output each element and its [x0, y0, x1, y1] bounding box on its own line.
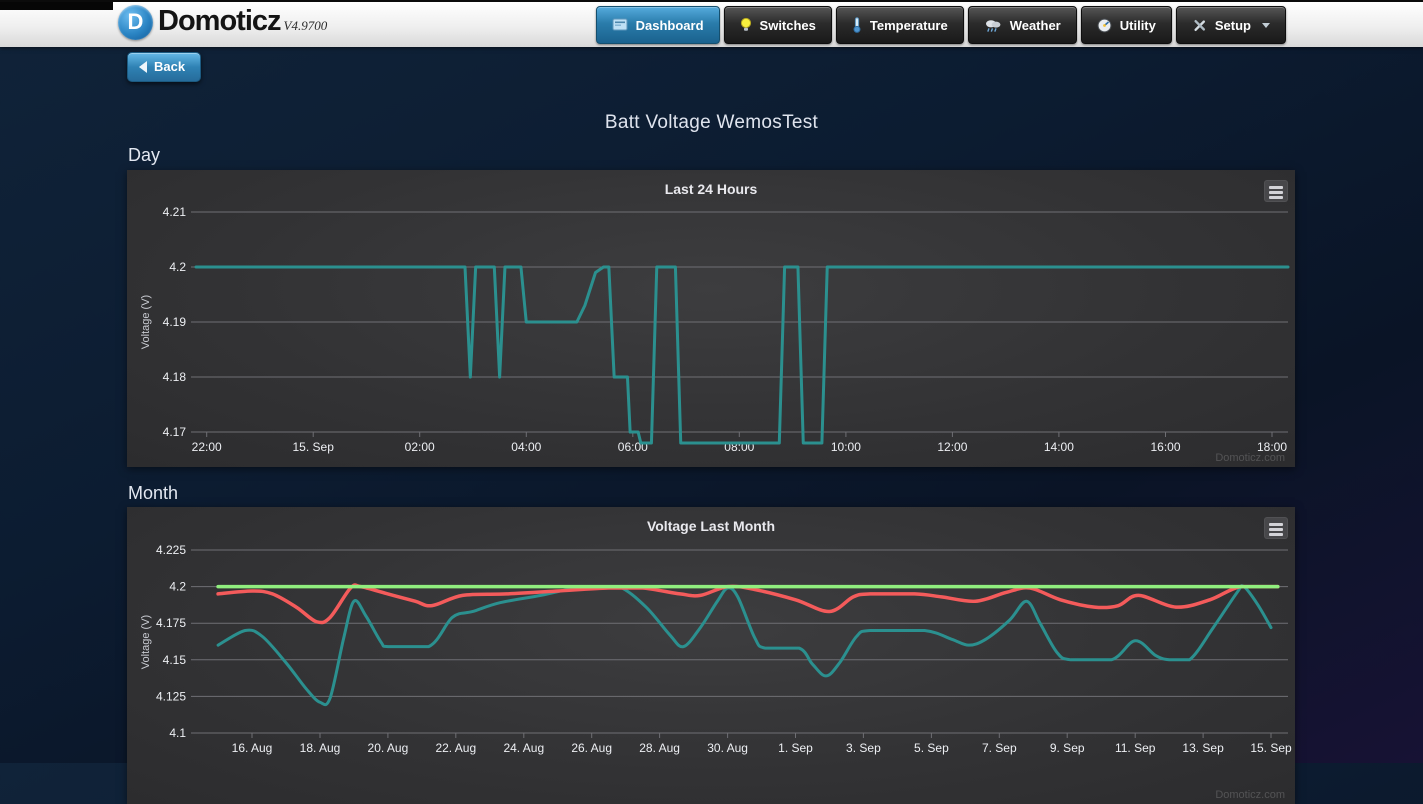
svg-text:10:00: 10:00 — [831, 440, 861, 454]
back-button-label: Back — [154, 59, 185, 74]
dashboard-icon — [612, 18, 628, 32]
section-label-day: Day — [128, 145, 160, 166]
svg-text:11. Sep: 11. Sep — [1115, 741, 1156, 755]
svg-text:1. Sep: 1. Sep — [778, 741, 813, 755]
brand-name: Domoticz — [158, 7, 281, 40]
thermometer-icon — [852, 17, 862, 33]
back-arrow-icon — [139, 61, 147, 73]
svg-text:15. Sep: 15. Sep — [293, 440, 335, 454]
svg-text:18. Aug: 18. Aug — [300, 741, 341, 755]
svg-text:02:00: 02:00 — [405, 440, 435, 454]
svg-text:4.15: 4.15 — [163, 653, 187, 667]
day-chart-panel: Last 24 Hours 4.214.24.194.184.1722:0015… — [127, 170, 1295, 467]
top-navigation-bar: D Domoticz V4.9700 Dashboard Switches Temp… — [0, 0, 1423, 47]
nav-tabs: Dashboard Switches Temperature Weather Utili… — [596, 6, 1286, 44]
svg-text:12:00: 12:00 — [937, 440, 967, 454]
day-chart: 4.21 4.2 4.19 4.18 4.17 22:00 15. Sep 02:00 04:0… — [127, 170, 1295, 467]
topbar-corner-notch — [0, 2, 113, 10]
brand: D Domoticz V4.9700 — [118, 5, 327, 40]
tools-icon — [1192, 18, 1207, 33]
lightbulb-icon — [740, 17, 752, 33]
rain-cloud-icon — [984, 18, 1002, 33]
tab-label: Setup — [1215, 18, 1251, 33]
svg-text:14:00: 14:00 — [1044, 440, 1074, 454]
gauge-icon — [1097, 18, 1112, 33]
svg-text:04:00: 04:00 — [511, 440, 541, 454]
tab-temperature[interactable]: Temperature — [836, 6, 964, 44]
section-label-month: Month — [128, 483, 178, 504]
page-title: Batt Voltage WemosTest — [0, 112, 1423, 134]
svg-text:16:00: 16:00 — [1150, 440, 1180, 454]
tab-label: Switches — [760, 18, 816, 33]
svg-text:22:00: 22:00 — [192, 440, 222, 454]
svg-text:4.175: 4.175 — [156, 616, 186, 630]
svg-text:4.2: 4.2 — [169, 580, 186, 594]
svg-text:4.2: 4.2 — [169, 260, 186, 274]
month-chart-panel: Voltage Last Month 4.2254.24.1754.154.12… — [127, 507, 1295, 804]
day-chart-watermark: Domoticz.com — [1215, 452, 1285, 464]
tab-label: Dashboard — [636, 18, 704, 33]
svg-text:4.1: 4.1 — [169, 726, 186, 740]
chevron-down-icon — [1262, 23, 1270, 28]
svg-text:4.19: 4.19 — [163, 315, 187, 329]
svg-text:4.225: 4.225 — [156, 543, 186, 557]
svg-text:28. Aug: 28. Aug — [639, 741, 680, 755]
svg-text:13. Sep: 13. Sep — [1182, 741, 1224, 755]
tab-label: Temperature — [870, 18, 948, 33]
tab-setup[interactable]: Setup — [1176, 6, 1286, 44]
svg-text:4.18: 4.18 — [163, 370, 187, 384]
svg-text:4.21: 4.21 — [163, 205, 187, 219]
domoticz-logo-icon: D — [118, 5, 153, 40]
svg-text:30. Aug: 30. Aug — [707, 741, 748, 755]
svg-text:4.17: 4.17 — [163, 425, 187, 439]
svg-text:24. Aug: 24. Aug — [503, 741, 544, 755]
tab-utility[interactable]: Utility — [1081, 6, 1172, 44]
svg-text:4.125: 4.125 — [156, 689, 186, 703]
svg-text:15. Sep: 15. Sep — [1250, 741, 1292, 755]
tab-weather[interactable]: Weather — [968, 6, 1077, 44]
month-chart: 4.225 4.2 4.175 4.15 4.125 4.1 16. Aug 18. Aug 2… — [127, 507, 1295, 804]
svg-text:20. Aug: 20. Aug — [368, 741, 409, 755]
month-chart-watermark: Domoticz.com — [1215, 789, 1285, 801]
tab-dashboard[interactable]: Dashboard — [596, 6, 720, 44]
svg-text:3. Sep: 3. Sep — [846, 741, 881, 755]
back-button[interactable]: Back — [127, 52, 201, 82]
logo-letter: D — [128, 11, 144, 33]
tab-label: Utility — [1120, 18, 1156, 33]
svg-text:22. Aug: 22. Aug — [435, 741, 476, 755]
svg-text:7. Sep: 7. Sep — [982, 741, 1017, 755]
svg-text:Voltage (V): Voltage (V) — [140, 295, 152, 349]
svg-text:16. Aug: 16. Aug — [232, 741, 273, 755]
tab-switches[interactable]: Switches — [724, 6, 832, 44]
brand-version: V4.9700 — [284, 18, 328, 40]
svg-text:9. Sep: 9. Sep — [1050, 741, 1085, 755]
tab-label: Weather — [1010, 18, 1061, 33]
svg-text:Voltage (V): Voltage (V) — [140, 615, 152, 669]
svg-text:5. Sep: 5. Sep — [914, 741, 949, 755]
svg-text:26. Aug: 26. Aug — [571, 741, 612, 755]
